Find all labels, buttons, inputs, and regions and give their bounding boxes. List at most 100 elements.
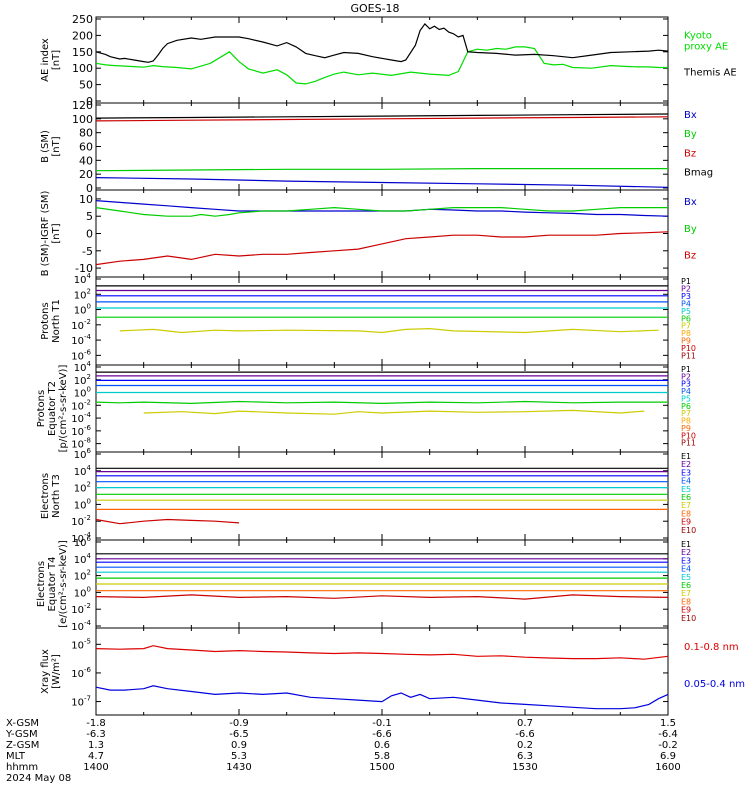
panel-frame bbox=[95, 16, 669, 104]
y-tick-label: 10-8 bbox=[71, 437, 91, 451]
legend-label: E7 bbox=[681, 501, 691, 510]
legend-label: P2 bbox=[681, 372, 691, 381]
y-tick-label: 10-2 bbox=[71, 602, 91, 616]
y-tick-label: 250 bbox=[72, 13, 93, 26]
y-tick-label: 104 bbox=[74, 272, 92, 286]
y-tick-label: 10-6 bbox=[71, 348, 91, 362]
y-tick-label: 102 bbox=[74, 481, 91, 495]
legend-label: P8 bbox=[681, 329, 691, 338]
legend-label: P1 bbox=[681, 277, 691, 286]
legend-label: E5 bbox=[681, 573, 691, 582]
panel-frame bbox=[95, 451, 669, 541]
y-axis-label: North T3 bbox=[51, 474, 62, 518]
orbit-row-value: 6.3 bbox=[517, 751, 533, 762]
series-line-P7 bbox=[119, 327, 659, 334]
y-axis-label: North T1 bbox=[51, 299, 62, 343]
legend-label: P10 bbox=[681, 431, 696, 440]
orbit-row-value: 1600 bbox=[655, 762, 680, 773]
legend-label: E8 bbox=[681, 509, 691, 518]
y-axis-label: [nT] bbox=[51, 223, 62, 243]
orbit-row-value: 6.9 bbox=[660, 751, 676, 762]
legend-label: Bx bbox=[684, 110, 697, 121]
y-tick-label: 0 bbox=[86, 228, 93, 241]
legend-label: Bx bbox=[684, 197, 697, 208]
series-line-Bmag bbox=[95, 113, 669, 119]
legend-label: P9 bbox=[681, 337, 691, 346]
legend-label: P9 bbox=[681, 424, 691, 433]
y-axis-label: Equator T4 bbox=[47, 557, 58, 612]
y-tick-label: 0 bbox=[86, 182, 93, 195]
legend-label: P1 bbox=[681, 365, 691, 374]
orbit-row-label: Y-GSM bbox=[5, 729, 38, 740]
y-tick-label: 102 bbox=[74, 373, 91, 387]
y-axis-label: [nT] bbox=[51, 50, 62, 70]
series-line-P6 bbox=[95, 400, 668, 405]
orbit-row-value: -6.4 bbox=[658, 729, 678, 740]
orbit-row-label: MLT bbox=[6, 751, 26, 762]
orbit-row-value: 0.6 bbox=[374, 740, 390, 751]
series-line-Bx bbox=[95, 177, 669, 188]
series-line-Bz bbox=[95, 116, 669, 122]
y-tick-label: 0 bbox=[86, 95, 93, 108]
legend-label: P3 bbox=[681, 292, 691, 301]
y-tick-label: 100 bbox=[74, 386, 91, 400]
legend-label: P6 bbox=[681, 402, 691, 411]
y-tick-label: 10-6 bbox=[71, 666, 91, 680]
y-tick-label: 100 bbox=[74, 303, 91, 317]
y-tick-label: 10-4 bbox=[71, 619, 91, 633]
legend-label: P8 bbox=[681, 417, 691, 426]
series-line-Themis-AE bbox=[95, 22, 669, 63]
series-line-By bbox=[95, 168, 668, 172]
series-line-P7 bbox=[143, 409, 645, 415]
orbit-row-value: -0.1 bbox=[372, 718, 392, 729]
y-tick-label: 102 bbox=[74, 569, 91, 583]
legend-label: Bmag bbox=[684, 167, 713, 178]
orbit-row-label: X-GSM bbox=[6, 718, 39, 729]
legend-label: P4 bbox=[681, 387, 691, 396]
y-tick-label: 5 bbox=[86, 210, 93, 223]
legend-label: 0.05-0.4 nm bbox=[684, 679, 745, 690]
y-tick-label: 100 bbox=[72, 62, 93, 75]
y-axis-label: B (SM)-IGRF (SM) bbox=[40, 191, 51, 277]
legend-label: E7 bbox=[681, 589, 691, 598]
legend-label: E9 bbox=[681, 518, 691, 527]
orbit-row-value: 0.9 bbox=[231, 740, 247, 751]
y-tick-label: 40 bbox=[79, 154, 93, 167]
legend-label: E6 bbox=[681, 581, 691, 590]
orbit-row-value: 1.5 bbox=[660, 718, 676, 729]
y-tick-label: -10 bbox=[75, 262, 93, 275]
legend-label: P5 bbox=[681, 307, 691, 316]
y-tick-label: 80 bbox=[79, 127, 93, 140]
y-axis-label: [W/m²] bbox=[51, 654, 62, 689]
legend-label: P11 bbox=[681, 352, 696, 361]
series-line-Kyoto-proxy-AE bbox=[95, 46, 668, 85]
legend-label: E8 bbox=[681, 597, 691, 606]
legend-label: P10 bbox=[681, 344, 696, 353]
y-tick-label: 100 bbox=[74, 497, 91, 511]
panel-frame bbox=[95, 364, 669, 453]
legend-label: Bz bbox=[684, 251, 696, 262]
y-axis-label: B (SM) bbox=[40, 130, 51, 163]
y-tick-label: 10-2 bbox=[71, 398, 91, 412]
orbit-row-value: -6.5 bbox=[229, 729, 249, 740]
y-tick-label: 10-2 bbox=[71, 318, 91, 332]
legend-label: P5 bbox=[681, 394, 691, 403]
legend-label: E10 bbox=[681, 614, 696, 623]
series-line-Bx bbox=[95, 200, 669, 217]
y-axis-label: Protons bbox=[40, 302, 51, 339]
y-axis-label: AE index bbox=[40, 38, 51, 82]
series-line-Bz bbox=[95, 231, 669, 266]
orbit-row-value: -0.9 bbox=[229, 718, 249, 729]
series-line-By bbox=[95, 206, 668, 217]
y-tick-label: 10-7 bbox=[71, 695, 91, 709]
y-axis-label: Electrons bbox=[40, 473, 51, 519]
legend-label: E5 bbox=[681, 485, 691, 494]
y-axis-label: Xray flux bbox=[40, 649, 51, 694]
panel-frame bbox=[95, 189, 669, 278]
legend-label: E4 bbox=[681, 565, 691, 574]
